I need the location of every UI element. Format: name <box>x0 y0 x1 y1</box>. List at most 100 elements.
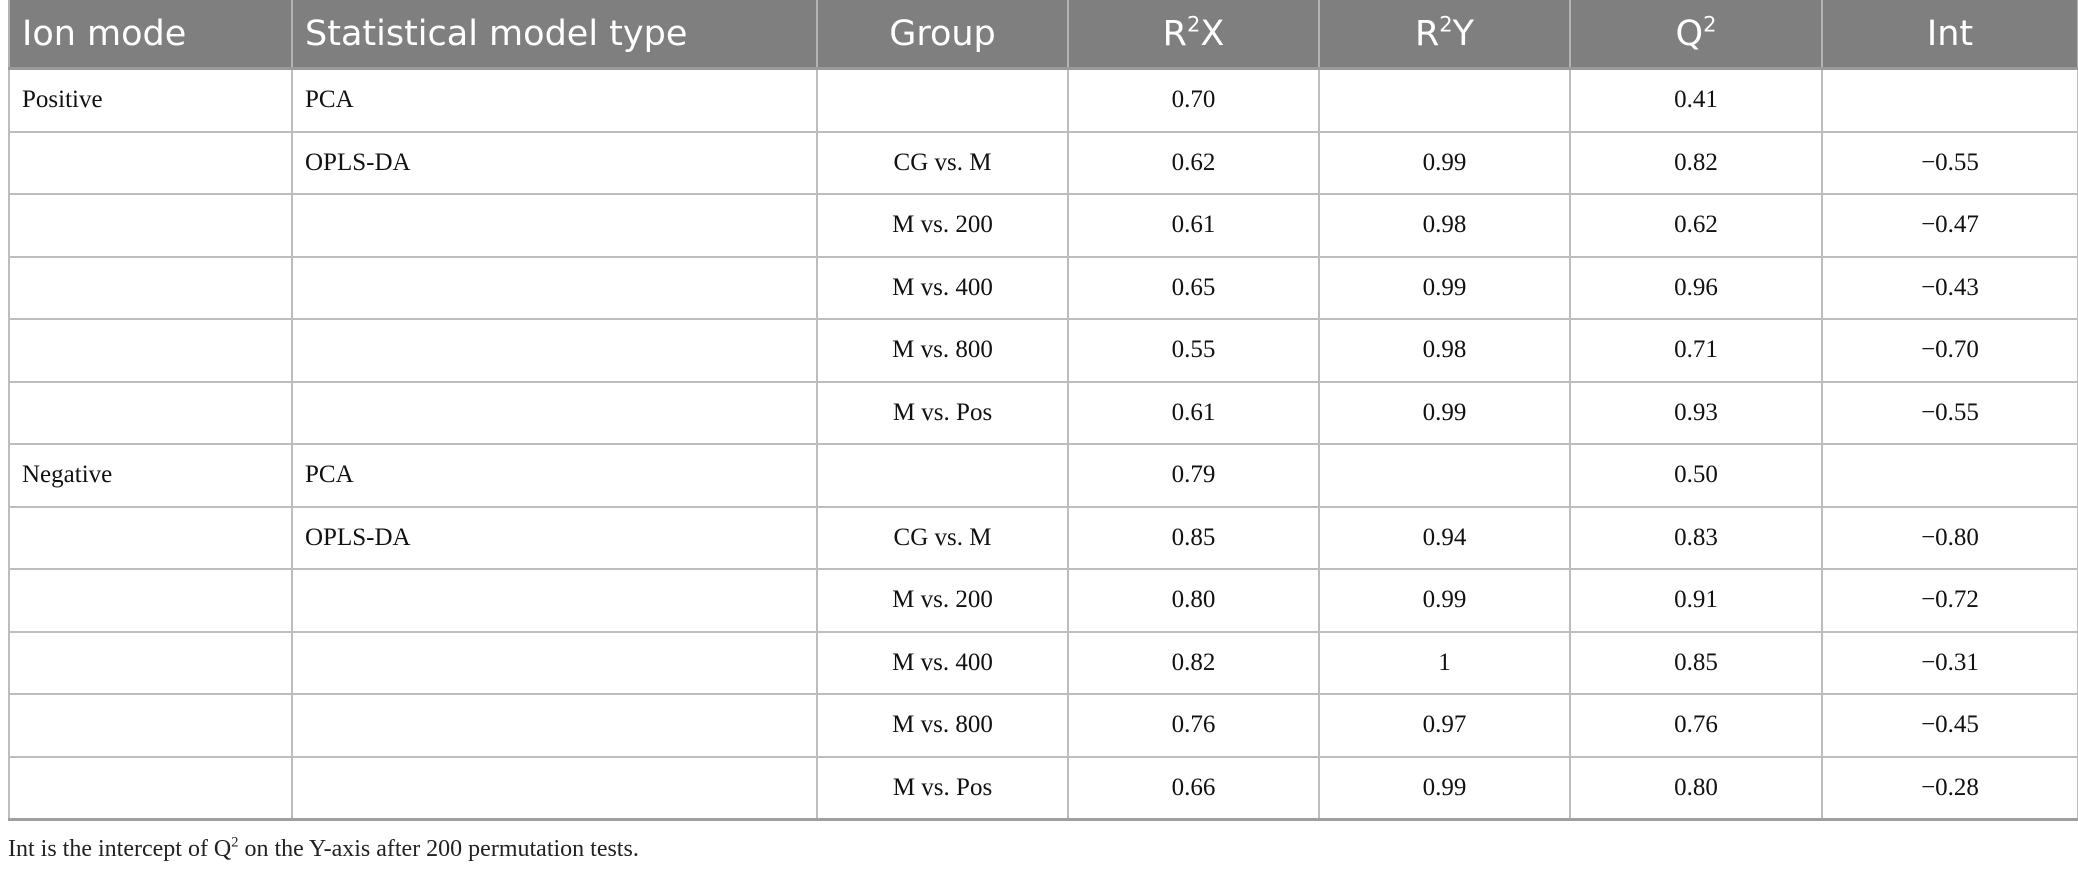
cell-model-type <box>291 193 818 258</box>
cell-group: M vs. 800 <box>816 318 1069 383</box>
cell-int: −0.28 <box>1821 755 2078 821</box>
cell-int: −0.70 <box>1821 318 2078 383</box>
header-model-type: Statistical model type <box>291 0 818 70</box>
cell-r2y: 0.99 <box>1318 130 1571 195</box>
cell-r2x: 0.61 <box>1067 193 1320 258</box>
cell-int <box>1821 67 2078 133</box>
table-row: OPLS-DA CG vs. M 0.62 0.99 0.82 −0.55 <box>8 130 2078 195</box>
cell-group: M vs. 400 <box>816 255 1069 320</box>
table-footnote: Int is the intercept of Q2 on the Y-axis… <box>8 835 639 863</box>
cell-q2: 0.93 <box>1569 380 1823 445</box>
cell-r2y: 0.94 <box>1318 505 1571 570</box>
cell-r2x: 0.79 <box>1067 443 1320 508</box>
table-row: M vs. Pos 0.61 0.99 0.93 −0.55 <box>8 380 2078 445</box>
cell-r2y: 0.99 <box>1318 255 1571 320</box>
cell-int <box>1821 443 2078 508</box>
cell-q2: 0.80 <box>1569 755 1823 821</box>
cell-r2y: 0.97 <box>1318 693 1571 758</box>
cell-int: −0.55 <box>1821 380 2078 445</box>
cell-r2x: 0.55 <box>1067 318 1320 383</box>
table-row: M vs. 400 0.65 0.99 0.96 −0.43 <box>8 255 2078 320</box>
cell-r2x: 0.85 <box>1067 505 1320 570</box>
header-int: Int <box>1821 0 2078 70</box>
header-r2y-sup: 2 <box>1439 11 1453 36</box>
header-row: Ion mode Statistical model type Group R2… <box>8 0 2078 70</box>
cell-r2x: 0.66 <box>1067 755 1320 821</box>
cell-model-type: PCA <box>291 443 818 508</box>
cell-r2x: 0.76 <box>1067 693 1320 758</box>
table-row: M vs. 200 0.80 0.99 0.91 −0.72 <box>8 568 2078 633</box>
header-ion-mode: Ion mode <box>8 0 293 70</box>
cell-ion-mode <box>8 505 293 570</box>
cell-ion-mode <box>8 568 293 633</box>
cell-model-type <box>291 755 818 821</box>
cell-model-type <box>291 693 818 758</box>
cell-ion-mode <box>8 255 293 320</box>
cell-q2: 0.50 <box>1569 443 1823 508</box>
cell-ion-mode <box>8 380 293 445</box>
header-q2-base: Q <box>1675 13 1704 54</box>
cell-ion-mode: Negative <box>8 443 293 508</box>
cell-r2x: 0.82 <box>1067 630 1320 695</box>
cell-group: M vs. 800 <box>816 693 1069 758</box>
cell-q2: 0.85 <box>1569 630 1823 695</box>
cell-model-type: PCA <box>291 67 818 133</box>
cell-r2y: 0.99 <box>1318 568 1571 633</box>
cell-ion-mode <box>8 693 293 758</box>
cell-r2y: 0.99 <box>1318 755 1571 821</box>
cell-group <box>816 67 1069 133</box>
cell-group: CG vs. M <box>816 130 1069 195</box>
cell-group: M vs. 200 <box>816 193 1069 258</box>
cell-int: −0.47 <box>1821 193 2078 258</box>
cell-model-type: OPLS-DA <box>291 130 818 195</box>
cell-group: M vs. Pos <box>816 755 1069 821</box>
header-r2x-base: R <box>1162 13 1187 54</box>
table-header: Ion mode Statistical model type Group R2… <box>8 0 2078 70</box>
table-body: Positive PCA 0.70 0.41 OPLS-DA CG vs. M 0.62 0.… <box>8 67 2078 821</box>
cell-model-type <box>291 318 818 383</box>
cell-model-type <box>291 380 818 445</box>
cell-q2: 0.83 <box>1569 505 1823 570</box>
cell-r2y <box>1318 443 1571 508</box>
cell-model-type <box>291 630 818 695</box>
cell-model-type <box>291 568 818 633</box>
cell-group: CG vs. M <box>816 505 1069 570</box>
table-row: M vs. 800 0.76 0.97 0.76 −0.45 <box>8 693 2078 758</box>
cell-ion-mode <box>8 318 293 383</box>
cell-r2x: 0.70 <box>1067 67 1320 133</box>
header-r2x-sup: 2 <box>1186 11 1201 36</box>
table-row: Negative PCA 0.79 0.50 <box>8 443 2078 508</box>
footnote-text-before: Int is the intercept of Q <box>8 836 232 862</box>
cell-group <box>816 443 1069 508</box>
cell-group: M vs. 400 <box>816 630 1069 695</box>
cell-r2y: 0.99 <box>1318 380 1571 445</box>
table-row: M vs. 200 0.61 0.98 0.62 −0.47 <box>8 193 2078 258</box>
table-row: M vs. 800 0.55 0.98 0.71 −0.70 <box>8 318 2078 383</box>
cell-int: −0.55 <box>1821 130 2078 195</box>
cell-q2: 0.41 <box>1569 67 1823 133</box>
cell-ion-mode <box>8 193 293 258</box>
header-r2y-tail: Y <box>1452 13 1475 54</box>
cell-r2y: 0.98 <box>1318 318 1571 383</box>
cell-ion-mode <box>8 755 293 821</box>
cell-q2: 0.76 <box>1569 693 1823 758</box>
cell-r2y <box>1318 67 1571 133</box>
cell-int: −0.72 <box>1821 568 2078 633</box>
cell-q2: 0.62 <box>1569 193 1823 258</box>
table-row: OPLS-DA CG vs. M 0.85 0.94 0.83 −0.80 <box>8 505 2078 570</box>
table-row: M vs. Pos 0.66 0.99 0.80 −0.28 <box>8 755 2078 821</box>
cell-int: −0.80 <box>1821 505 2078 570</box>
cell-q2: 0.96 <box>1569 255 1823 320</box>
cell-q2: 0.71 <box>1569 318 1823 383</box>
results-table-container: Ion mode Statistical model type Group R2… <box>8 0 2078 821</box>
header-r2x-tail: X <box>1200 13 1225 54</box>
cell-r2x: 0.80 <box>1067 568 1320 633</box>
header-group: Group <box>816 0 1069 70</box>
cell-ion-mode: Positive <box>8 67 293 133</box>
table-row: M vs. 400 0.82 1 0.85 −0.31 <box>8 630 2078 695</box>
header-q2: Q2 <box>1569 0 1823 70</box>
cell-model-type <box>291 255 818 320</box>
cell-q2: 0.91 <box>1569 568 1823 633</box>
cell-ion-mode <box>8 130 293 195</box>
cell-r2x: 0.65 <box>1067 255 1320 320</box>
